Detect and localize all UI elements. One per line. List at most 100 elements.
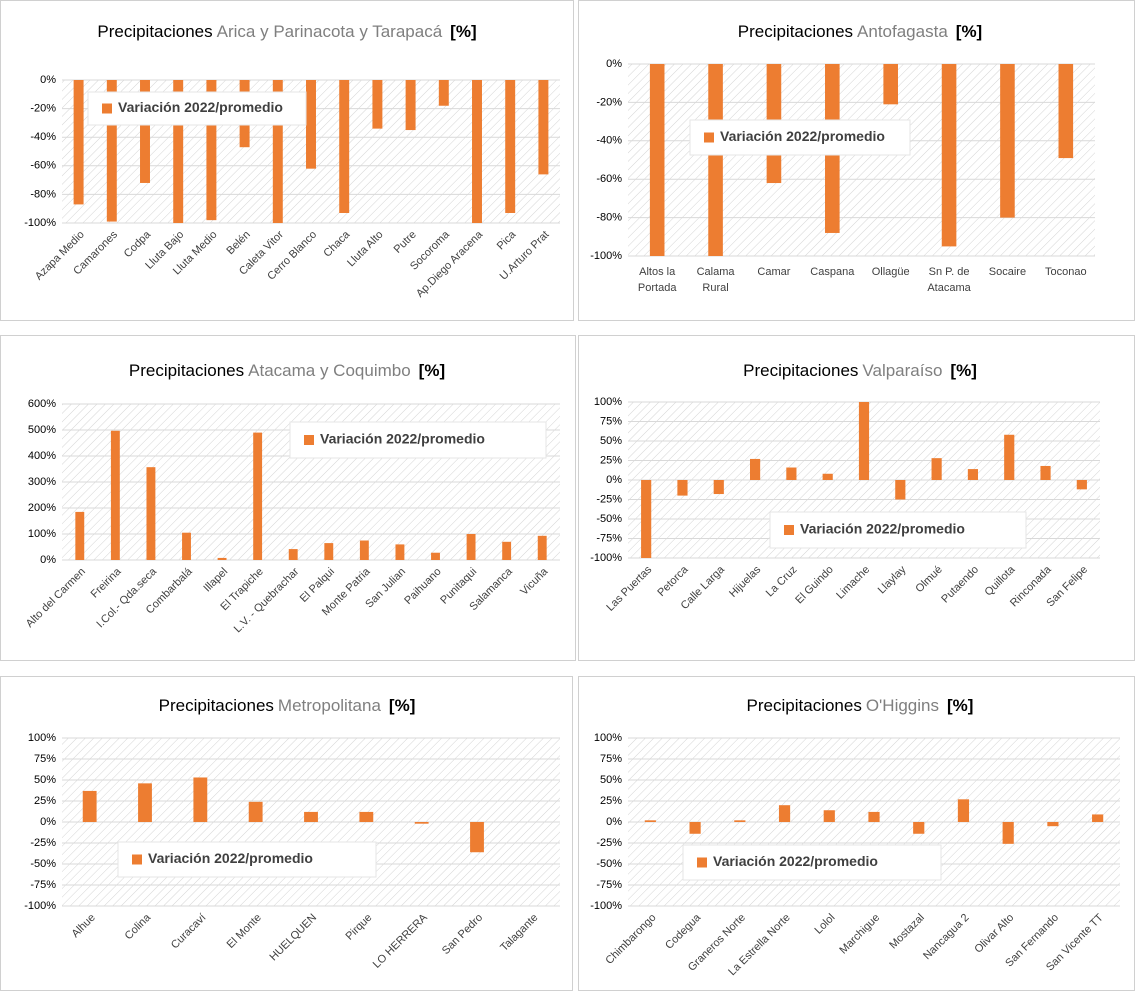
bar — [304, 811, 318, 822]
legend-label: Variación 2022/promedio — [320, 431, 485, 447]
title-main: Precipitaciones — [97, 22, 212, 41]
bar — [466, 534, 476, 560]
bar — [713, 480, 724, 495]
legend-swatch — [704, 132, 714, 143]
bar — [641, 480, 652, 558]
bar — [537, 535, 547, 560]
chart-title: Precipitaciones Atacama y Coquimbo [%] — [129, 361, 445, 380]
y-tick-label: 600% — [28, 398, 56, 410]
legend-swatch — [784, 525, 794, 535]
bar — [895, 480, 906, 500]
legend-label: Variación 2022/promedio — [148, 850, 313, 866]
x-tick-label-box: Camar — [757, 266, 791, 278]
legend-box — [689, 119, 911, 156]
title-main: Precipitaciones — [129, 361, 244, 380]
bar — [206, 80, 217, 221]
legend-swatch — [102, 103, 112, 114]
y-tick-label: 50% — [600, 435, 622, 447]
bar — [431, 552, 440, 560]
title-unit: [%] — [419, 361, 445, 380]
x-tick-label-box: Caspana — [810, 266, 854, 278]
y-tick-label: 75% — [34, 753, 56, 765]
x-tick-label: Socaire — [988, 266, 1027, 278]
y-tick-label: 0% — [606, 474, 622, 486]
bar — [823, 810, 835, 822]
y-tick-label: -100% — [24, 900, 56, 912]
bar — [957, 799, 970, 822]
legend-label: Variación 2022/promedio — [720, 128, 885, 144]
chart-title: Precipitaciones Valparaíso [%] — [743, 361, 977, 380]
bar — [395, 544, 405, 560]
bar — [734, 820, 746, 822]
chart-title: Precipitaciones Arica y Parinacota y Tara… — [97, 22, 476, 41]
title-unit: [%] — [950, 361, 976, 380]
y-tick-label: -40% — [30, 131, 56, 143]
title-unit: [%] — [947, 696, 973, 715]
chart-title: Precipitaciones O'Higgins [%] — [747, 696, 974, 715]
bar — [1004, 434, 1015, 480]
bar — [414, 822, 429, 824]
bar — [253, 432, 263, 560]
y-tick-label: -20% — [30, 103, 56, 115]
title-main: Precipitaciones — [159, 696, 274, 715]
bar — [359, 811, 374, 822]
y-tick-label: -50% — [596, 513, 622, 525]
y-tick-label: 100% — [28, 732, 56, 744]
y-tick-label: -50% — [596, 858, 622, 870]
x-tick-label: Toconao — [1045, 266, 1087, 278]
y-tick-label: -80% — [30, 188, 56, 200]
y-tick-label: 0% — [606, 816, 622, 828]
title-main: Precipitaciones — [747, 696, 862, 715]
bar — [941, 64, 957, 247]
x-tick-label: Camar — [757, 266, 791, 278]
y-tick-label: 50% — [600, 774, 622, 786]
y-tick-label: -25% — [596, 837, 622, 849]
bar — [868, 811, 880, 822]
bar — [822, 473, 833, 480]
bar — [677, 480, 688, 496]
x-tick-label-box: Socaire — [988, 266, 1027, 278]
y-tick-label: 0% — [40, 74, 56, 86]
y-tick-label: 0% — [606, 58, 622, 70]
bar — [1047, 822, 1059, 827]
bar — [193, 777, 208, 822]
title-main: Precipitaciones — [738, 22, 853, 41]
legend-label: Variación 2022/promedio — [713, 853, 878, 869]
y-tick-label: -100% — [590, 552, 622, 564]
bar — [73, 80, 84, 205]
x-tick-label-box: Ollagüe — [872, 266, 910, 278]
bar — [372, 80, 383, 129]
bar — [883, 64, 898, 105]
y-tick-label: -60% — [30, 160, 56, 172]
bar — [689, 822, 701, 834]
x-tick-label-box: Sn P. de Atacama — [927, 266, 971, 294]
x-tick-label: Sn P. de Atacama — [927, 266, 971, 294]
y-tick-label: -75% — [596, 532, 622, 544]
legend-label: Variación 2022/promedio — [800, 521, 965, 537]
bar — [82, 790, 97, 822]
y-tick-label: -100% — [590, 250, 622, 262]
bar — [778, 805, 791, 822]
bar — [339, 80, 350, 213]
bar — [405, 80, 416, 131]
bar — [438, 80, 449, 106]
bar — [106, 80, 117, 222]
bar — [140, 80, 150, 183]
y-tick-label: -100% — [24, 217, 56, 229]
title-main: Precipitaciones — [743, 361, 858, 380]
bar — [182, 532, 191, 560]
bar — [505, 80, 516, 213]
y-tick-label: -75% — [30, 879, 56, 891]
y-tick-label: 25% — [34, 795, 56, 807]
y-tick-label: -25% — [30, 837, 56, 849]
title-region: O'Higgins — [866, 696, 939, 715]
y-tick-label: -25% — [596, 493, 622, 505]
bar — [306, 80, 316, 169]
title-region: Atacama y Coquimbo — [248, 361, 411, 380]
bar — [1092, 814, 1104, 822]
y-tick-label: -60% — [596, 173, 622, 185]
legend-box — [769, 511, 1027, 549]
y-tick-label: -80% — [596, 212, 622, 224]
bar — [1040, 465, 1051, 480]
x-tick-label-box: Toconao — [1045, 266, 1087, 278]
